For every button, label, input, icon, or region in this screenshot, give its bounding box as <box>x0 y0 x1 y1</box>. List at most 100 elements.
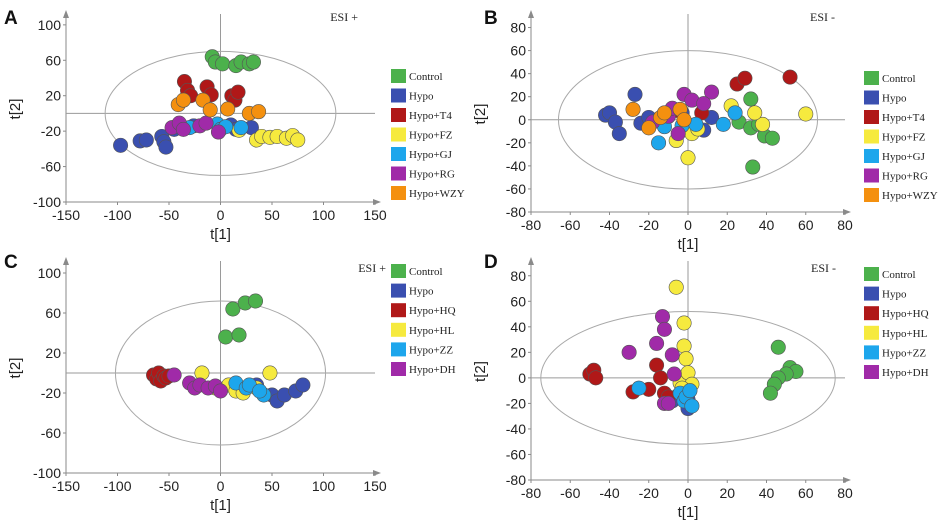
legend-label: Hypo+FZ <box>882 132 926 144</box>
y-tick-label: -20 <box>41 123 61 139</box>
legend-swatch <box>391 108 406 122</box>
ionization-mode-label: ESI + <box>358 261 386 275</box>
x-tick-label: -150 <box>52 478 80 494</box>
legend-label: Hypo+GJ <box>882 151 926 163</box>
x-axis-arrow-icon <box>843 477 851 483</box>
data-point <box>175 121 191 137</box>
data-point <box>651 135 667 151</box>
x-tick-label: 150 <box>363 207 387 223</box>
panel-letter: D <box>484 252 498 273</box>
data-point <box>262 365 278 381</box>
legend-swatch <box>391 264 406 278</box>
x-tick-label: -60 <box>560 485 580 501</box>
ionization-mode-label: ESI - <box>810 10 835 24</box>
legend: Control Hypo Hypo+HQ Hypo+HL Hypo+ZZ Hypo+DH <box>391 264 456 376</box>
legend-label: Hypo+ZZ <box>882 347 926 359</box>
x-tick-label: 40 <box>759 217 775 233</box>
data-point <box>138 132 154 148</box>
y-tick-label: -100 <box>33 194 61 210</box>
series-hypo-wzy <box>625 101 692 136</box>
data-point <box>611 126 627 142</box>
legend-swatch <box>864 188 879 202</box>
data-point <box>158 139 174 155</box>
legend-swatch <box>391 362 406 376</box>
x-tick-label: -50 <box>159 478 179 494</box>
y-tick-label: -20 <box>41 385 61 401</box>
x-tick-label: 50 <box>264 478 280 494</box>
legend-label: Hypo <box>409 91 434 103</box>
legend-label: Hypo+HQ <box>409 305 456 317</box>
panel-letter: A <box>4 8 18 29</box>
y-tick-label: 60 <box>45 305 61 321</box>
x-tick-label: -40 <box>599 217 619 233</box>
legend-label: Hypo+RG <box>882 171 928 183</box>
data-point <box>231 327 247 343</box>
y-tick-label: -60 <box>41 425 61 441</box>
legend-label: Hypo+HQ <box>882 308 929 320</box>
y-axis-title: t[2] <box>7 358 24 379</box>
legend-swatch <box>864 90 879 105</box>
data-point <box>747 105 763 121</box>
y-tick-label: -20 <box>506 395 526 411</box>
legend-swatch <box>391 186 406 200</box>
legend-label: Hypo <box>882 93 907 105</box>
legend-label: Control <box>882 269 916 281</box>
data-point <box>666 366 682 382</box>
y-tick-label: 0 <box>518 370 526 386</box>
x-tick-label: 80 <box>837 485 853 501</box>
legend-swatch <box>391 322 406 337</box>
y-tick-label: 80 <box>510 268 526 284</box>
data-point <box>798 106 814 122</box>
legend-label: Hypo+T4 <box>882 112 925 124</box>
data-point <box>225 301 241 317</box>
panel-d: D ESI - 80 60 40 20 0 -20 -40 -60 -80-80 -60 -40 -20 0… <box>472 252 929 521</box>
y-tick-label: -40 <box>506 421 526 437</box>
data-point <box>664 347 680 363</box>
legend-swatch <box>391 127 406 142</box>
legend-swatch <box>864 267 879 281</box>
x-tick-label: -150 <box>52 207 80 223</box>
legend-swatch <box>864 71 879 85</box>
legend-label: Hypo+RG <box>409 169 455 181</box>
series-hypo-t4 <box>176 74 246 108</box>
panel-letter: C <box>4 252 18 273</box>
legend-label: Hypo+WZY <box>409 188 465 200</box>
data-point <box>680 150 696 166</box>
confidence-ellipse <box>114 300 327 446</box>
y-tick-label: -80 <box>506 204 526 220</box>
y-axis-title: t[2] <box>472 104 489 125</box>
x-tick-label: -80 <box>521 485 541 501</box>
x-axis-title: t[1] <box>678 236 699 253</box>
data-point <box>764 130 780 146</box>
data-point <box>654 309 670 325</box>
legend-swatch <box>864 168 879 183</box>
x-tick-label: 80 <box>837 217 853 233</box>
y-tick-label: 40 <box>510 319 526 335</box>
legend-label: Hypo+HL <box>882 328 928 340</box>
data-point <box>745 159 761 175</box>
y-tick-label: 40 <box>510 66 526 82</box>
data-point <box>210 124 226 140</box>
legend-swatch <box>391 147 406 161</box>
series-hypo-dh <box>621 309 682 411</box>
x-tick-label: 60 <box>798 217 814 233</box>
legend-label: Hypo <box>409 286 434 298</box>
data-point <box>676 112 692 128</box>
y-tick-label: -20 <box>506 135 526 151</box>
y-axis-arrow-icon <box>528 10 534 18</box>
data-point <box>588 370 604 386</box>
data-point <box>625 101 641 117</box>
data-point <box>727 105 743 121</box>
x-tick-label: 60 <box>798 485 814 501</box>
data-point <box>678 351 694 367</box>
x-tick-label: -50 <box>159 207 179 223</box>
legend-swatch <box>391 342 406 357</box>
series-hypo-zz <box>631 380 700 414</box>
y-tick-label: 60 <box>45 52 61 68</box>
y-axis-title: t[2] <box>472 361 489 382</box>
data-point <box>715 116 731 132</box>
legend-label: Hypo+HL <box>409 325 455 337</box>
legend: Control Hypo Hypo+T4 Hypo+FZ Hypo+GJ Hypo+RG H… <box>391 69 465 200</box>
panel-letter: B <box>484 8 498 29</box>
